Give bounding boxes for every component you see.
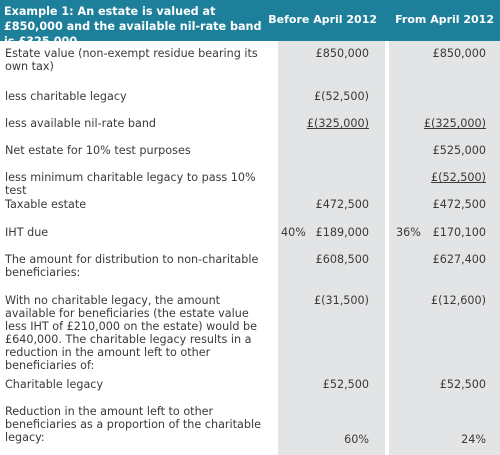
from-value: £850,000	[432, 47, 486, 60]
before-value: £472,500	[315, 198, 369, 211]
row-label: Taxable estate	[5, 198, 87, 211]
from-value: 24%	[461, 433, 486, 446]
table-title: Example 1: An estate is valued at £850,0…	[4, 5, 262, 48]
before-value: £608,500	[315, 253, 369, 266]
from-value: £(325,000)	[423, 117, 486, 130]
row-label: less minimum charitable legacy to pass 1…	[5, 171, 256, 197]
row-label: With no charitable legacy, the amount av…	[5, 294, 257, 372]
from-rate: 36%	[396, 226, 421, 239]
row-label: less available nil-rate band	[5, 117, 157, 130]
row-label: Net estate for 10% test purposes	[5, 144, 191, 157]
row-label: The amount for distribution to non-chari…	[5, 253, 259, 279]
before-value: £(325,000)	[306, 117, 369, 130]
column-header-before: Before April 2012	[268, 13, 377, 26]
from-column-shade	[389, 41, 500, 455]
from-value: £627,400	[432, 253, 486, 266]
from-value: £525,000	[432, 144, 486, 157]
before-value: £189,000	[315, 226, 369, 239]
column-header-from: From April 2012	[395, 13, 494, 26]
row-label: less charitable legacy	[5, 90, 127, 103]
from-value: £170,100	[432, 226, 486, 239]
from-value: £(52,500)	[431, 171, 486, 184]
table-header: Example 1: An estate is valued at £850,0…	[0, 0, 500, 48]
from-value: £472,500	[432, 198, 486, 211]
row-label: IHT due	[5, 226, 49, 239]
from-value: £(12,600)	[431, 294, 486, 307]
row-label: Estate value (non-exempt residue bearing…	[5, 47, 258, 73]
before-value: 60%	[344, 433, 369, 446]
from-value: £52,500	[439, 378, 486, 391]
before-column-shade	[278, 41, 385, 455]
before-rate: 40%	[281, 226, 306, 239]
before-value: £(31,500)	[314, 294, 369, 307]
before-value: £(52,500)	[314, 90, 369, 103]
row-label: Charitable legacy	[5, 378, 104, 391]
before-value: £52,500	[322, 378, 369, 391]
row-label: Reduction in the amount left to other be…	[5, 405, 261, 444]
before-value: £850,000	[315, 47, 369, 60]
